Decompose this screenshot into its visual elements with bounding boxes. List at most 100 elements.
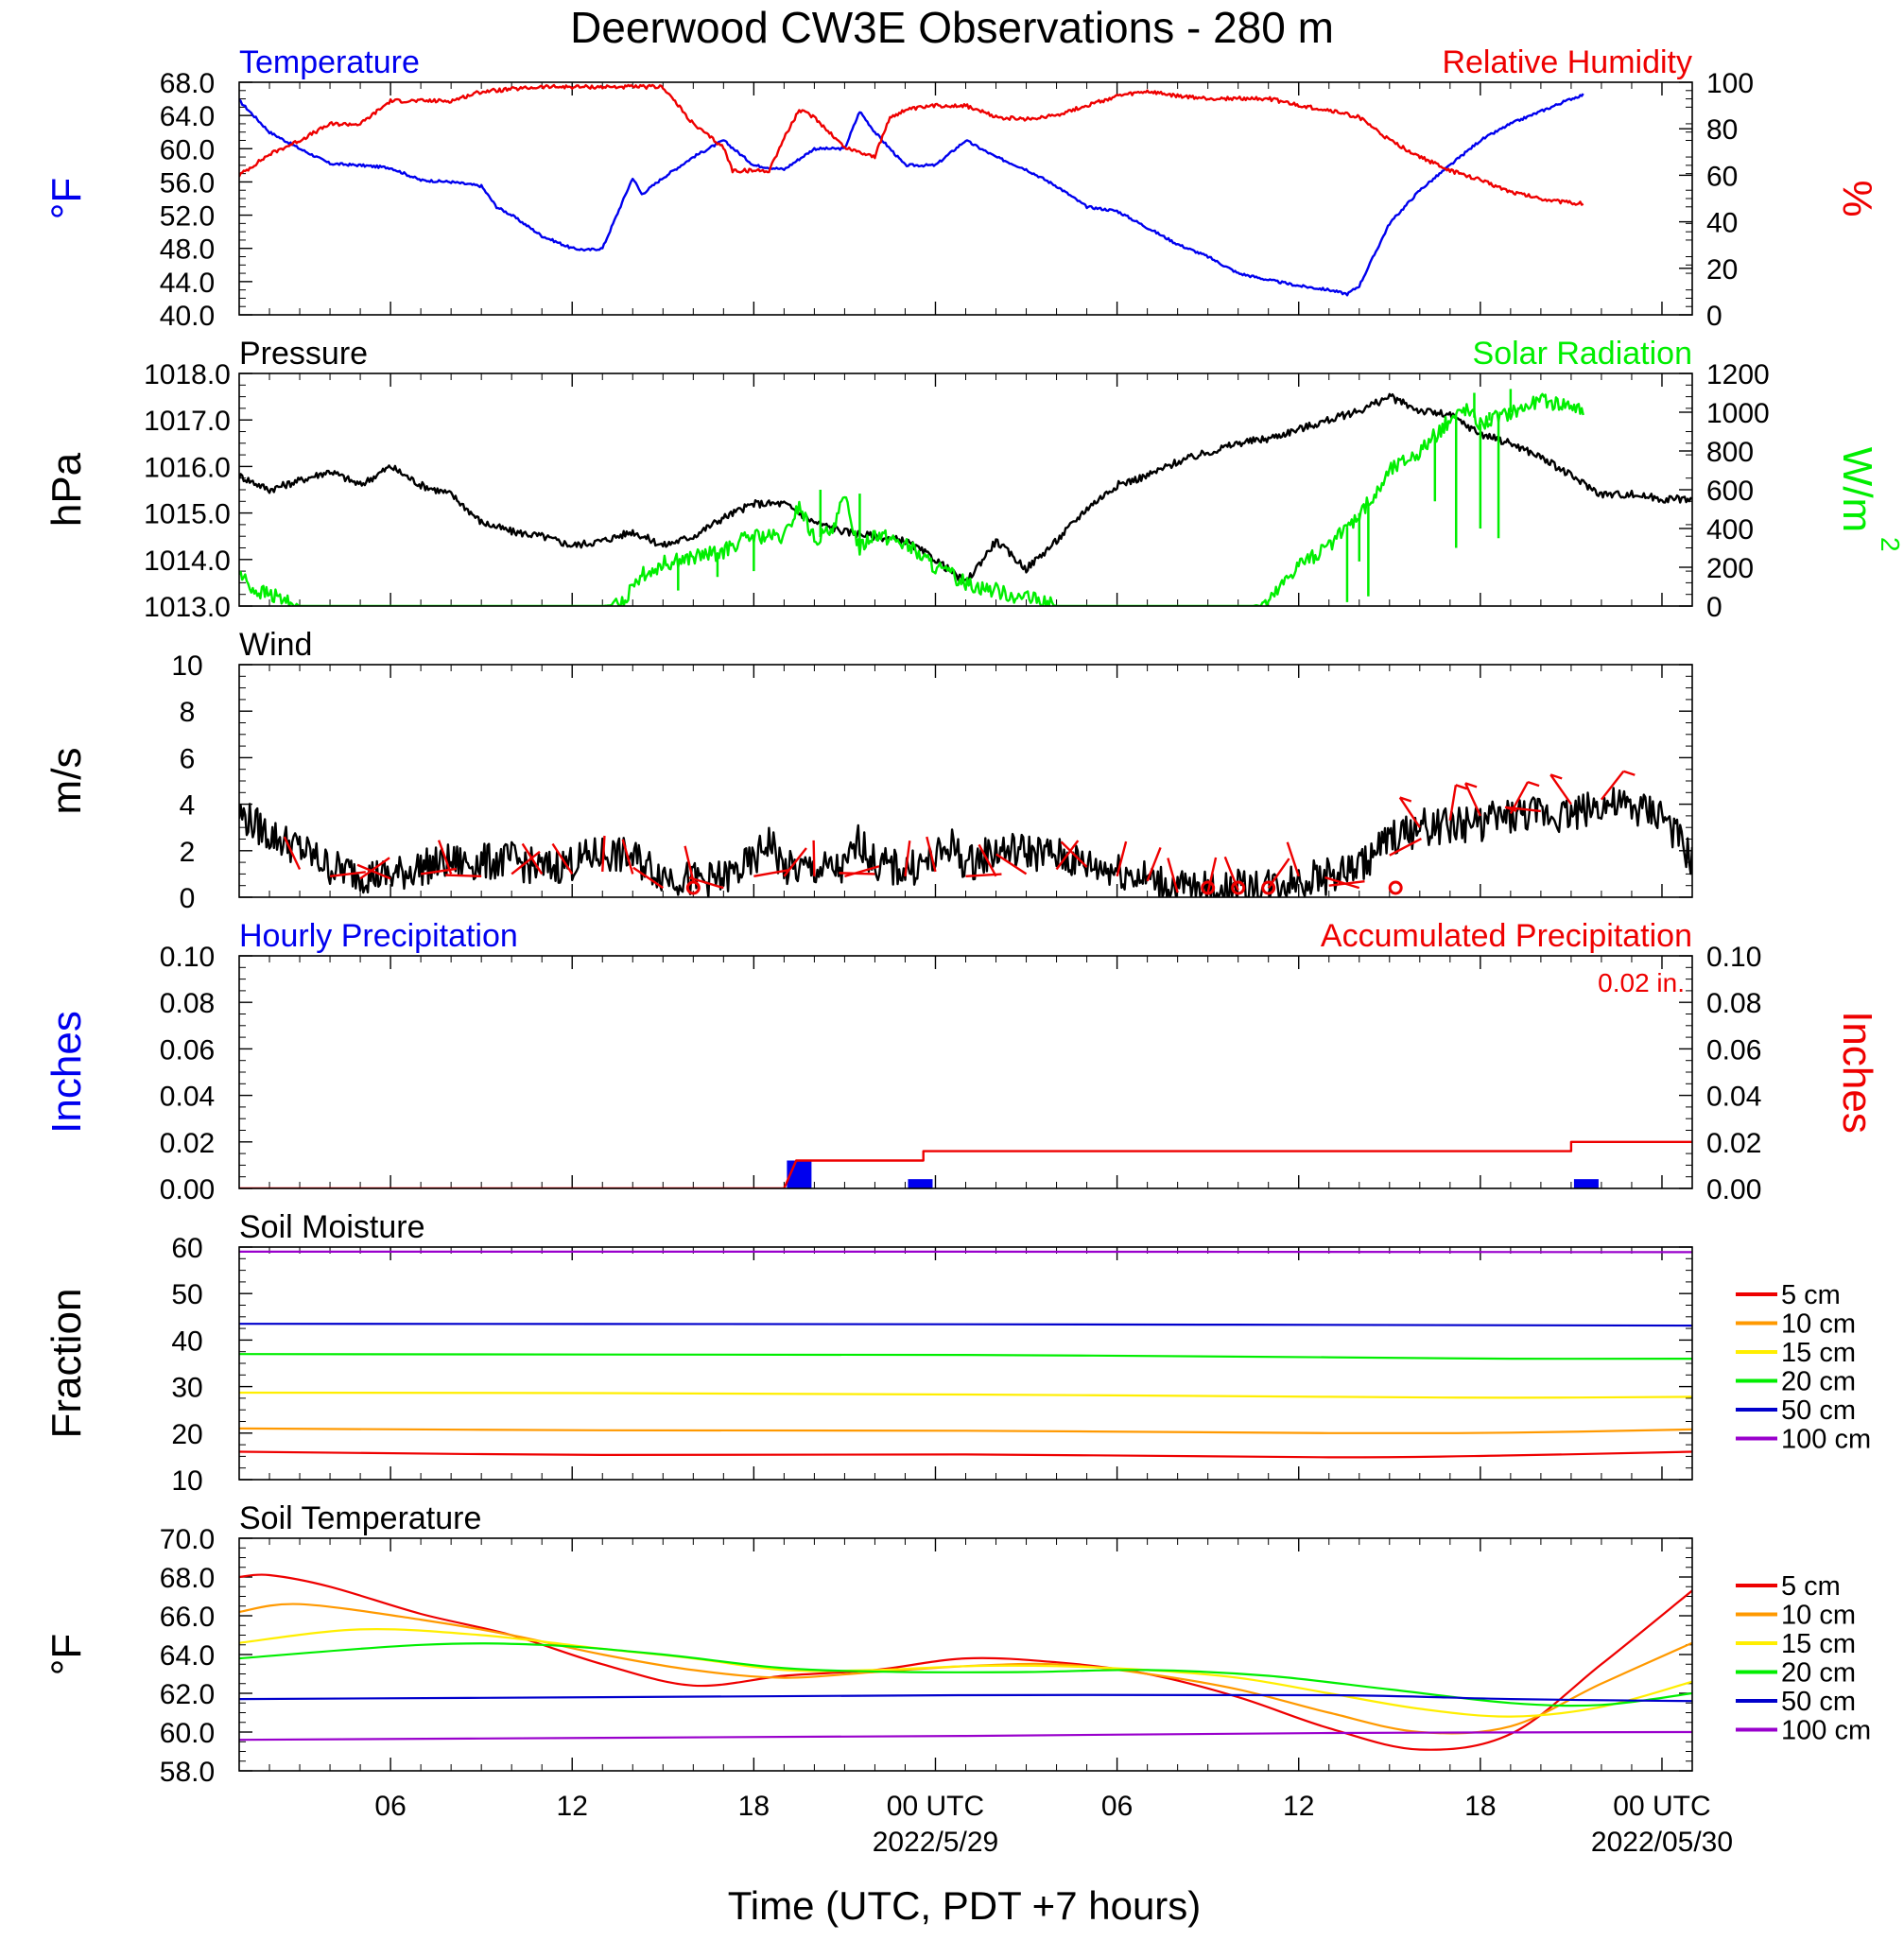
plot-frame [238, 1246, 1693, 1481]
wind-barb [978, 843, 997, 877]
panel-right-title: Accumulated Precipitation [1321, 918, 1692, 954]
y-tick-label-right: 0.06 [1706, 1034, 1761, 1066]
panel-hourly-precipitation: 0.10 0.08 0.06 0.04 0.02 0.00 0.10 0.08 0.06 0.04… [43, 918, 1880, 1205]
wind-barb [684, 845, 695, 882]
wind-barb-flag [1549, 773, 1563, 780]
y-tick-label-left: 48.0 [160, 234, 215, 266]
legend-label: 50 cm [1781, 1395, 1856, 1426]
series-line-50-cm [239, 1693, 1692, 1703]
wind-barb [1600, 770, 1625, 801]
y-tick-label-left: 58.0 [160, 1757, 215, 1788]
wind-barb [359, 857, 390, 880]
y-tick-label-right: 0 [1706, 592, 1722, 623]
y-tick-label-left: 30 [171, 1373, 202, 1404]
y-tick-label-left: 6 [180, 743, 196, 774]
wind-barb [1389, 837, 1422, 857]
y-tick-label-right: 0.04 [1706, 1082, 1761, 1113]
y-tick-label-right: 400 [1706, 514, 1754, 546]
wind-barb [437, 840, 453, 875]
wind-barb [812, 840, 816, 876]
x-tick-label: 06 [1101, 1791, 1133, 1822]
y-tick-label-left: 10 [171, 650, 202, 682]
y-tick-label-right: 0.00 [1706, 1174, 1761, 1205]
x-tick-label: 06 [374, 1791, 406, 1822]
y-tick-label-left: 44.0 [160, 268, 215, 299]
series-line-100-cm [239, 1730, 1692, 1742]
panel-soil-moisture: 60 50 40 30 20 10 Soil Moisture Fraction 5 cm10 … [43, 1209, 1871, 1497]
legend-label: 10 cm [1781, 1309, 1856, 1340]
legend-label: 10 cm [1781, 1601, 1856, 1631]
y-tick-label-right: 0.02 [1706, 1128, 1761, 1159]
y-tick-label-left: 66.0 [160, 1602, 215, 1633]
x-tick-label: 00 UTC [887, 1791, 984, 1822]
wind-barb [1055, 840, 1080, 871]
panel-pressure: 1018.0 1017.0 1016.0 1015.0 1014.0 1013.0 1200… [43, 336, 1904, 623]
wind-barb [445, 874, 482, 878]
calm-wind-circle [1261, 880, 1276, 895]
wind-barb-flag [1464, 782, 1478, 789]
accumulated-total-label: 0.02 in. [1598, 968, 1685, 997]
wind-barb [1206, 857, 1218, 893]
y-tick-label-right: 100 [1706, 68, 1754, 99]
y-tick-label-left: 2 [180, 837, 196, 868]
series-line-5-cm [239, 1450, 1692, 1459]
y-tick-label-right: 800 [1706, 437, 1754, 468]
y-tick-label-right: 200 [1706, 553, 1754, 584]
wind-barb [1146, 846, 1162, 882]
series-line-20-cm [239, 1353, 1692, 1360]
wind-barb [521, 842, 544, 875]
y-axis-title-left: hPa [43, 452, 90, 527]
wind-barb [329, 871, 366, 878]
y-tick-label-right: 0 [1706, 301, 1722, 332]
y-tick-label-left: 1016.0 [144, 452, 231, 483]
y-axis-title-left: °F [43, 1634, 90, 1675]
x-axis-label: Time (UTC, PDT +7 hours) [728, 1883, 1202, 1928]
y-tick-label-right: 1200 [1706, 359, 1770, 390]
wind-barb-flag [1455, 784, 1468, 790]
y-tick-label-left: 0.08 [160, 988, 215, 1019]
wind-barb [904, 841, 911, 877]
y-tick-label-left: 1014.0 [144, 546, 231, 577]
x-tick-label: 12 [1283, 1791, 1314, 1822]
y-axis-title-right: Inches [1834, 1011, 1880, 1134]
x-tick-label: 18 [1464, 1791, 1496, 1822]
precip-bar [1573, 1179, 1599, 1188]
y-axis-title-right: % [1834, 180, 1880, 217]
x-date-label: 2022/5/29 [873, 1827, 998, 1858]
plot-frame [238, 955, 1693, 1189]
wind-barb-flag [1527, 780, 1540, 788]
wind-barb [283, 836, 302, 870]
series-line-50-cm [239, 1323, 1692, 1327]
y-tick-label-right: 80 [1706, 114, 1738, 146]
wind-barb [356, 863, 391, 880]
y-tick-label-right: 60 [1706, 161, 1738, 192]
y-tick-label-left: 0.06 [160, 1034, 215, 1066]
wind-barb [1324, 875, 1360, 890]
wind-barb [1116, 841, 1128, 877]
y-axis-title-left: Fraction [43, 1289, 90, 1439]
y-tick-label-left: 0.10 [160, 942, 215, 973]
y-tick-label-left: 1018.0 [144, 359, 231, 390]
y-tick-label-left: 0 [180, 883, 196, 914]
wind-barb [753, 868, 789, 878]
legend-label: 100 cm [1781, 1716, 1871, 1746]
wind-barb-flag [1622, 770, 1636, 776]
legend-label: 5 cm [1781, 1280, 1841, 1310]
legend-label: 15 cm [1781, 1338, 1856, 1368]
x-tick-label: 00 UTC [1613, 1791, 1710, 1822]
series-line-10-cm [239, 1427, 1692, 1435]
legend-label: 50 cm [1781, 1687, 1856, 1717]
wind-barb [551, 842, 574, 875]
wind-barb [1223, 856, 1239, 892]
wind-barb [601, 835, 606, 873]
calm-wind-circle [1201, 880, 1216, 895]
plot-frame [238, 1537, 1693, 1772]
y-tick-label-left: 62.0 [160, 1679, 215, 1710]
calm-wind-circle [1388, 880, 1403, 895]
y-tick-label-left: 64.0 [160, 101, 215, 132]
wind-barb [995, 853, 1028, 875]
panel-right-title: Solar Radiation [1473, 336, 1692, 372]
precip-bar [908, 1179, 933, 1188]
wind-barb [1398, 796, 1421, 828]
